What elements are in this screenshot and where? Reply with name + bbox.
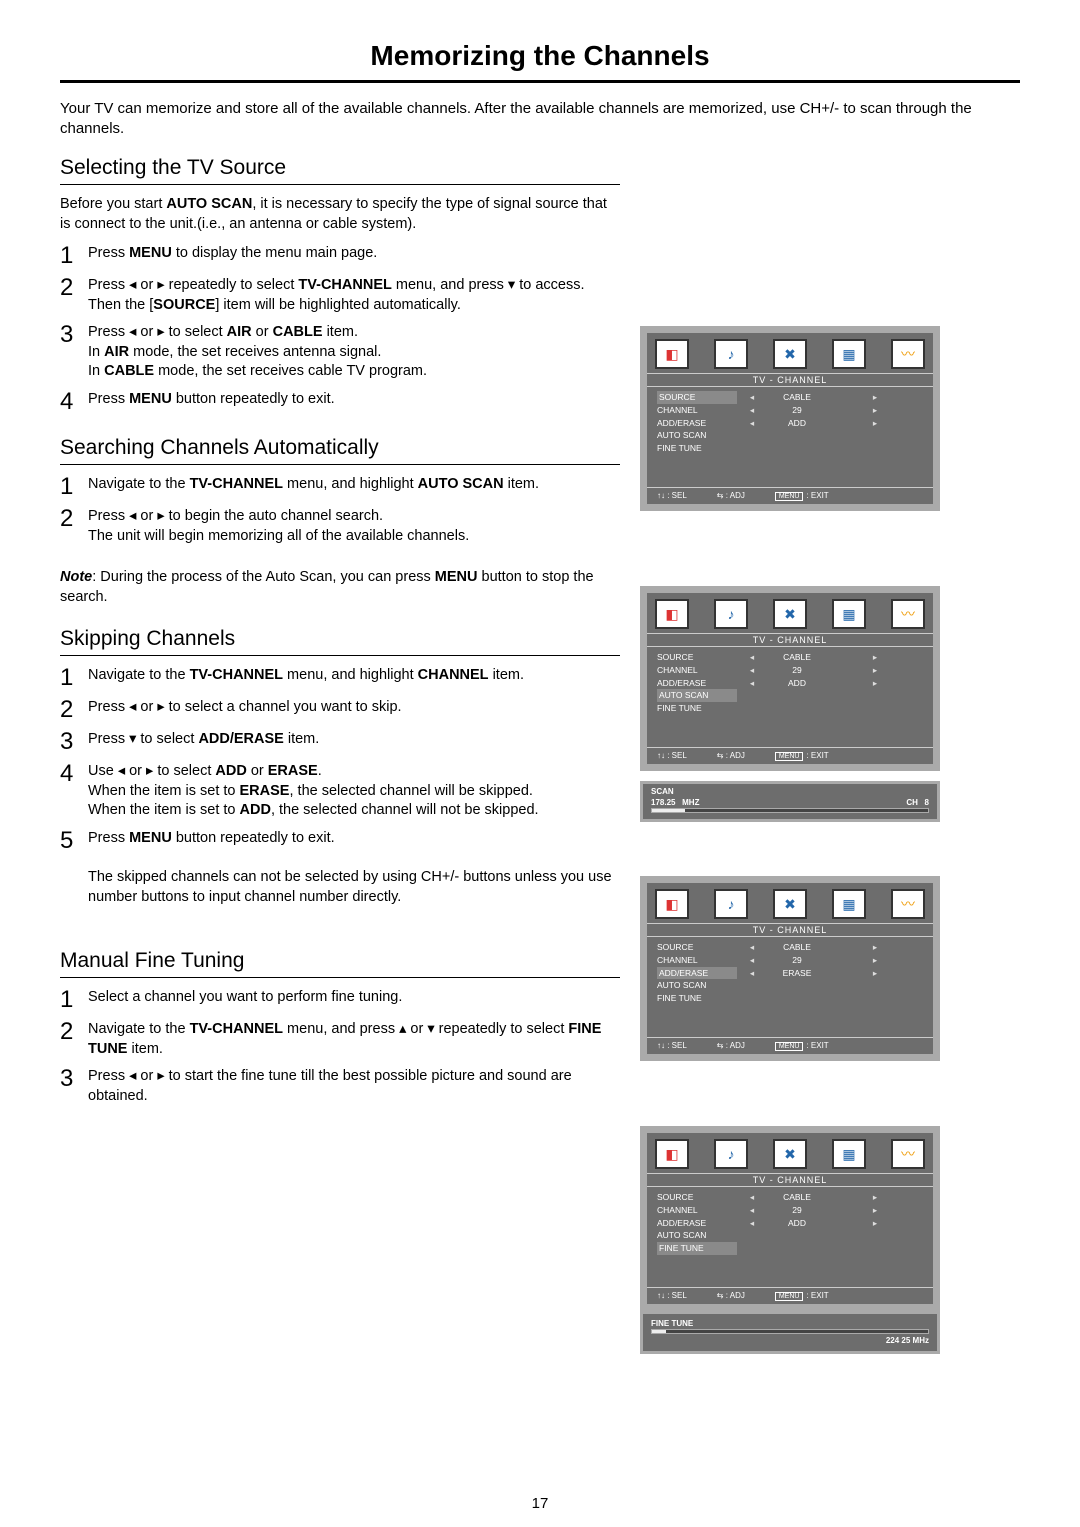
step-num: 2 bbox=[60, 1020, 80, 1059]
picture-tab-icon: ◧ bbox=[655, 889, 689, 919]
section-title-fine: Manual Fine Tuning bbox=[60, 949, 620, 978]
section-title-search: Searching Channels Automatically bbox=[60, 436, 620, 465]
step-num: 2 bbox=[60, 698, 80, 722]
step-num: 4 bbox=[60, 762, 80, 821]
osd-row-finetune: FINE TUNE bbox=[657, 992, 923, 1005]
osd-row-autoscan: AUTO SCAN bbox=[657, 429, 923, 442]
setup-tab-icon: ✖ bbox=[773, 339, 807, 369]
picture-tab-icon: ◧ bbox=[655, 599, 689, 629]
osd-row-finetune: FINE TUNE bbox=[657, 1242, 923, 1255]
audio-tab-icon: ♪ bbox=[714, 599, 748, 629]
step-num: 3 bbox=[60, 730, 80, 754]
picture-tab-icon: ◧ bbox=[655, 339, 689, 369]
misc-tab-icon: 〰 bbox=[891, 1139, 925, 1169]
step-num: 1 bbox=[60, 244, 80, 268]
left-column: Selecting the TV Source Before you start… bbox=[60, 156, 620, 1128]
step-text: Press ▾ to select ADD/ERASE item. bbox=[88, 730, 620, 754]
osd-footer: ↑↓ : SEL ⇆ : ADJ MENU: EXIT bbox=[647, 1287, 933, 1304]
t: Before you start bbox=[60, 196, 166, 212]
osd-header: TV - CHANNEL bbox=[647, 1173, 933, 1187]
osd-footer: ↑↓ : SEL ⇆ : ADJ MENU: EXIT bbox=[647, 487, 933, 504]
osd-row-autoscan: AUTO SCAN bbox=[657, 689, 923, 702]
step-num: 3 bbox=[60, 323, 80, 382]
osd-tabs: ◧ ♪ ✖ ▦ 〰 bbox=[647, 333, 933, 373]
channel-tab-icon: ▦ bbox=[832, 339, 866, 369]
osd-row-finetune: FINE TUNE bbox=[657, 442, 923, 455]
osd-row-adderase: ADD/ERASE ◂ ADD ▸ bbox=[657, 1217, 923, 1230]
step-text: Select a channel you want to perform fin… bbox=[88, 988, 620, 1012]
step-num: 4 bbox=[60, 390, 80, 414]
misc-tab-icon: 〰 bbox=[891, 599, 925, 629]
step-text: Press MENU to display the menu main page… bbox=[88, 244, 620, 268]
osd-row-source: SOURCE ◂ CABLE ▸ bbox=[657, 651, 923, 664]
osd-row-finetune: FINE TUNE bbox=[657, 702, 923, 715]
osd-row-source: SOURCE ◂ CABLE ▸ bbox=[657, 1191, 923, 1204]
step-num: 1 bbox=[60, 475, 80, 499]
step-num: 3 bbox=[60, 1067, 80, 1106]
osd-menu: ◧ ♪ ✖ ▦ 〰 TV - CHANNEL SOURCE ◂ CABLE ▸ … bbox=[640, 1126, 940, 1311]
osd-row-adderase: ADD/ERASE ◂ ERASE ▸ bbox=[657, 967, 923, 980]
scan-box: SCAN 178.25 MHZCH 8 bbox=[640, 781, 940, 822]
note-text: Note: During the process of the Auto Sca… bbox=[60, 568, 620, 607]
misc-tab-icon: 〰 bbox=[891, 889, 925, 919]
osd-tabs: ◧ ♪ ✖ ▦ 〰 bbox=[647, 1133, 933, 1173]
osd-header: TV - CHANNEL bbox=[647, 923, 933, 937]
osd-row-adderase: ADD/ERASE ◂ ADD ▸ bbox=[657, 677, 923, 690]
osd-row-channel: CHANNEL ◂ 29 ▸ bbox=[657, 954, 923, 967]
osd-row-channel: CHANNEL ◂ 29 ▸ bbox=[657, 404, 923, 417]
intro-text: Your TV can memorize and store all of th… bbox=[60, 99, 1020, 138]
step-num: 2 bbox=[60, 276, 80, 315]
osd-menu: ◧ ♪ ✖ ▦ 〰 TV - CHANNEL SOURCE ◂ CABLE ▸ … bbox=[640, 326, 940, 511]
step-text: Press ◂ or ▸ repeatedly to select TV-CHA… bbox=[88, 276, 620, 315]
osd-row-autoscan: AUTO SCAN bbox=[657, 979, 923, 992]
step-text: Press ◂ or ▸ to start the fine tune till… bbox=[88, 1067, 620, 1106]
osd-footer: ↑↓ : SEL ⇆ : ADJ MENU: EXIT bbox=[647, 1037, 933, 1054]
step-text: Press ◂ or ▸ to select a channel you wan… bbox=[88, 698, 620, 722]
step-text: Navigate to the TV-CHANNEL menu, and pre… bbox=[88, 1020, 620, 1059]
section-title-skip: Skipping Channels bbox=[60, 627, 620, 656]
audio-tab-icon: ♪ bbox=[714, 889, 748, 919]
step-text: Press ◂ or ▸ to begin the auto channel s… bbox=[88, 507, 620, 546]
section-intro-source: Before you start AUTO SCAN, it is necess… bbox=[60, 195, 620, 234]
osd-row-adderase: ADD/ERASE ◂ ADD ▸ bbox=[657, 417, 923, 430]
channel-tab-icon: ▦ bbox=[832, 889, 866, 919]
fine-tune-box: FINE TUNE 224 25 MHz bbox=[640, 1311, 940, 1354]
step-num: 5 bbox=[60, 829, 80, 907]
step-text: Navigate to the TV-CHANNEL menu, and hig… bbox=[88, 666, 620, 690]
misc-tab-icon: 〰 bbox=[891, 339, 925, 369]
section-title-source: Selecting the TV Source bbox=[60, 156, 620, 185]
step-num: 1 bbox=[60, 666, 80, 690]
osd-row-source: SOURCE ◂ CABLE ▸ bbox=[657, 941, 923, 954]
osd-header: TV - CHANNEL bbox=[647, 633, 933, 647]
setup-tab-icon: ✖ bbox=[773, 1139, 807, 1169]
osd-row-source: SOURCE ◂ CABLE ▸ bbox=[657, 391, 923, 404]
setup-tab-icon: ✖ bbox=[773, 889, 807, 919]
osd-tabs: ◧ ♪ ✖ ▦ 〰 bbox=[647, 593, 933, 633]
osd-menu: ◧ ♪ ✖ ▦ 〰 TV - CHANNEL SOURCE ◂ CABLE ▸ … bbox=[640, 586, 940, 771]
step-text: Press MENU button repeatedly to exit. bbox=[88, 390, 620, 414]
osd-footer: ↑↓ : SEL ⇆ : ADJ MENU: EXIT bbox=[647, 747, 933, 764]
osd-row-autoscan: AUTO SCAN bbox=[657, 1229, 923, 1242]
osd-header: TV - CHANNEL bbox=[647, 373, 933, 387]
audio-tab-icon: ♪ bbox=[714, 339, 748, 369]
page-number: 17 bbox=[0, 1495, 1080, 1512]
step-num: 1 bbox=[60, 988, 80, 1012]
channel-tab-icon: ▦ bbox=[832, 599, 866, 629]
t: AUTO SCAN bbox=[166, 196, 252, 212]
step-text: Navigate to the TV-CHANNEL menu, and hig… bbox=[88, 475, 620, 499]
step-text: Press ◂ or ▸ to select AIR or CABLE item… bbox=[88, 323, 620, 382]
right-column: ◧ ♪ ✖ ▦ 〰 TV - CHANNEL SOURCE ◂ CABLE ▸ … bbox=[640, 156, 1020, 1128]
audio-tab-icon: ♪ bbox=[714, 1139, 748, 1169]
setup-tab-icon: ✖ bbox=[773, 599, 807, 629]
osd-row-channel: CHANNEL ◂ 29 ▸ bbox=[657, 1204, 923, 1217]
channel-tab-icon: ▦ bbox=[832, 1139, 866, 1169]
page-title: Memorizing the Channels bbox=[60, 40, 1020, 83]
osd-tabs: ◧ ♪ ✖ ▦ 〰 bbox=[647, 883, 933, 923]
step-text: Use ◂ or ▸ to select ADD or ERASE. When … bbox=[88, 762, 620, 821]
step-num: 2 bbox=[60, 507, 80, 546]
osd-row-channel: CHANNEL ◂ 29 ▸ bbox=[657, 664, 923, 677]
step-text: Press MENU button repeatedly to exit. Th… bbox=[88, 829, 620, 907]
picture-tab-icon: ◧ bbox=[655, 1139, 689, 1169]
osd-menu: ◧ ♪ ✖ ▦ 〰 TV - CHANNEL SOURCE ◂ CABLE ▸ … bbox=[640, 876, 940, 1061]
